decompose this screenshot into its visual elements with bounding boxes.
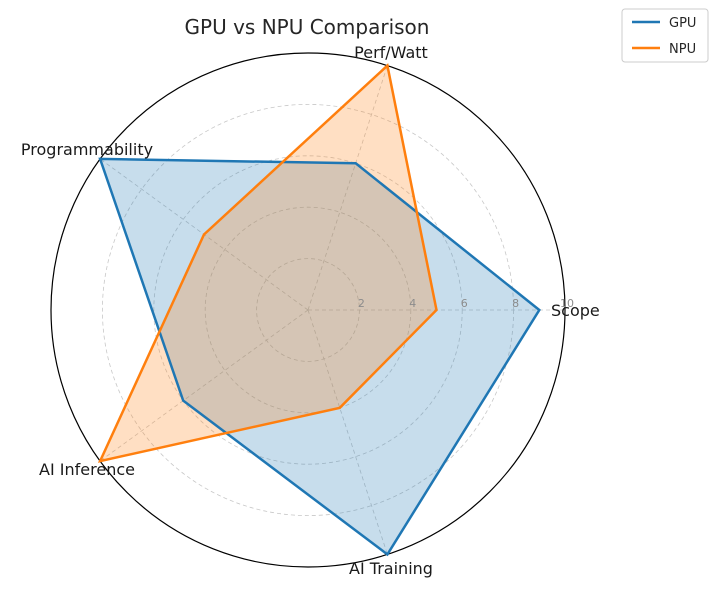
category-label-scope: Scope	[551, 301, 600, 320]
r-tick-label: 2	[358, 297, 365, 310]
category-label-programmability: Programmability	[21, 140, 153, 159]
category-label-ai-inference: AI Inference	[39, 460, 135, 479]
legend: GPU NPU	[621, 8, 709, 63]
polar-frame	[50, 52, 566, 568]
grid-circle-4	[204, 206, 412, 414]
r-tick-label: 10	[560, 297, 574, 310]
chart-title: GPU vs NPU Comparison	[185, 15, 430, 39]
r-tick-label: 8	[512, 297, 519, 310]
category-label-ai-training: AI Training	[349, 559, 433, 578]
r-tick-label: 4	[409, 297, 416, 310]
series-line-gpu	[98, 157, 541, 557]
grid-spoke	[99, 309, 309, 462]
category-label-perf-watt: Perf/Watt	[354, 43, 428, 62]
grid-spoke	[307, 65, 388, 311]
series-layer	[97, 63, 541, 557]
series-fill-gpu	[100, 158, 540, 555]
legend-label-gpu: GPU	[669, 16, 696, 31]
grid-spoke	[307, 309, 388, 555]
legend-label-npu: NPU	[669, 42, 696, 57]
series-line-npu	[97, 63, 438, 463]
r-tick-label: 6	[461, 297, 468, 310]
